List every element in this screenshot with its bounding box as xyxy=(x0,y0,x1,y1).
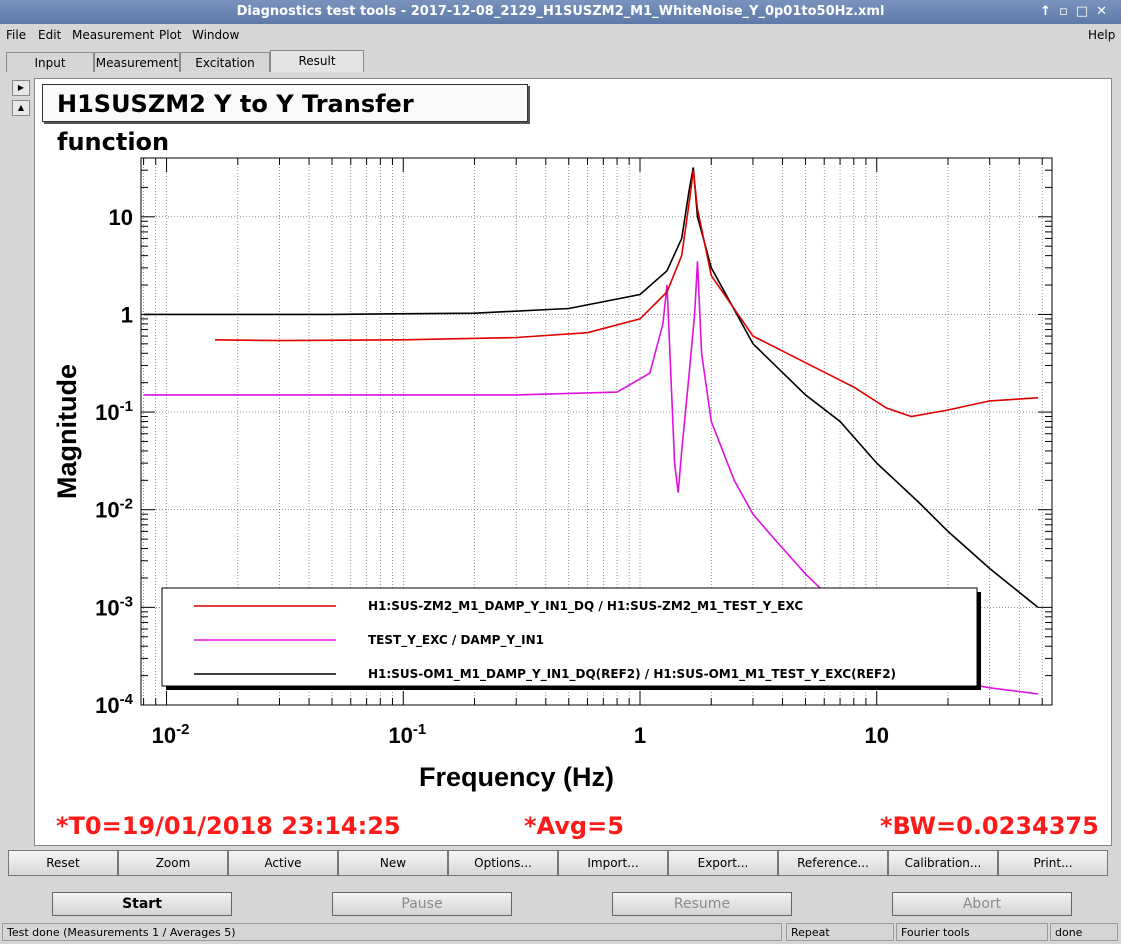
menubar: File Edit Measurement Plot Window Help xyxy=(0,24,1121,46)
plot-frame xyxy=(140,157,1053,706)
status-repeat: Repeat xyxy=(786,923,894,941)
x-tick-label: 10-2 xyxy=(152,721,190,748)
series-line-2 xyxy=(143,167,1039,609)
maximize-icon[interactable]: □ xyxy=(1075,4,1097,19)
arrow-up-icon[interactable]: ↑ xyxy=(1040,4,1059,19)
window-title: Diagnostics test tools - 2017-12-08_2129… xyxy=(236,4,885,19)
menu-file[interactable]: File xyxy=(6,28,27,42)
new-button[interactable]: New xyxy=(338,850,448,876)
bw-readout: *BW=0.0234375 xyxy=(880,812,1099,840)
x-tick-label: 1 xyxy=(634,723,646,748)
x-tick-label: 10 xyxy=(864,723,888,748)
import-button[interactable]: Import... xyxy=(558,850,668,876)
start-button[interactable]: Start xyxy=(52,892,232,916)
calibration-button[interactable]: Calibration... xyxy=(888,850,998,876)
active-button[interactable]: Active xyxy=(228,850,338,876)
t0-readout: *T0=19/01/2018 23:14:25 xyxy=(56,812,401,840)
pause-button[interactable]: Pause xyxy=(332,892,512,916)
tab-measurement[interactable]: Measurement xyxy=(94,52,180,72)
y-tick-label: 10 xyxy=(109,205,133,230)
tick-marks xyxy=(141,158,1052,706)
zoom-button[interactable]: Zoom xyxy=(118,850,228,876)
tab-excitation[interactable]: Excitation xyxy=(180,52,270,72)
tab-result[interactable]: Result xyxy=(270,50,364,72)
y-tick-label: 10-3 xyxy=(95,593,133,620)
reset-button[interactable]: Reset xyxy=(8,850,118,876)
options-button[interactable]: Options... xyxy=(448,850,558,876)
menu-measurement[interactable]: Measurement xyxy=(72,28,155,42)
minimize-icon[interactable]: ▫ xyxy=(1058,4,1076,19)
series-line-0 xyxy=(214,170,1039,418)
menu-plot[interactable]: Plot xyxy=(159,28,182,42)
close-icon[interactable]: ✕ xyxy=(1096,4,1115,19)
legend: H1:SUS-ZM2_M1_DAMP_Y_IN1_DQ / H1:SUS-ZM2… xyxy=(161,587,981,690)
menu-help[interactable]: Help xyxy=(1088,28,1116,42)
expand-arrow-icon[interactable]: ▶ xyxy=(12,80,30,96)
reference-button[interactable]: Reference... xyxy=(778,850,888,876)
status-bar: Test done (Measurements 1 / Averages 5) … xyxy=(0,922,1121,944)
legend-entry-1: TEST_Y_EXC / DAMP_Y_IN1 xyxy=(368,633,544,648)
plot-title: H1SUSZM2 Y to Y Transfer function xyxy=(42,84,528,156)
window-controls[interactable]: ↑▫□✕ xyxy=(1040,0,1115,24)
status-tool: Fourier tools xyxy=(896,923,1048,941)
status-state: done xyxy=(1050,923,1118,941)
legend-box xyxy=(161,587,978,687)
legend-entry-0: H1:SUS-ZM2_M1_DAMP_Y_IN1_DQ / H1:SUS-ZM2… xyxy=(368,599,803,614)
x-tick-label: 10-1 xyxy=(388,721,426,748)
status-message: Test done (Measurements 1 / Averages 5) xyxy=(2,923,782,941)
avg-readout: *Avg=5 xyxy=(524,812,624,840)
y-tick-label: 10-1 xyxy=(95,398,133,425)
menu-edit[interactable]: Edit xyxy=(38,28,62,42)
abort-button[interactable]: Abort xyxy=(892,892,1072,916)
tab-input[interactable]: Input xyxy=(6,52,94,72)
collapse-arrow-icon[interactable]: ▲ xyxy=(12,100,30,116)
plot-button-bar: Reset Zoom Active New Options... Import.… xyxy=(8,850,1110,876)
y-tick-label: 1 xyxy=(121,302,133,327)
y-axis-label: Magnitude xyxy=(52,364,82,499)
side-controls: ▶ ▲ xyxy=(12,80,30,120)
x-axis-label: Frequency (Hz) xyxy=(419,762,614,792)
resume-button[interactable]: Resume xyxy=(612,892,792,916)
export-button[interactable]: Export... xyxy=(668,850,778,876)
window-titlebar: Diagnostics test tools - 2017-12-08_2129… xyxy=(0,0,1121,24)
y-tick-label: 10-2 xyxy=(95,496,133,523)
print-button[interactable]: Print... xyxy=(998,850,1108,876)
menu-window[interactable]: Window xyxy=(192,28,240,42)
y-tick-label: 10-4 xyxy=(95,691,133,718)
legend-entry-2: H1:SUS-OM1_M1_DAMP_Y_IN1_DQ(REF2) / H1:S… xyxy=(368,667,896,682)
